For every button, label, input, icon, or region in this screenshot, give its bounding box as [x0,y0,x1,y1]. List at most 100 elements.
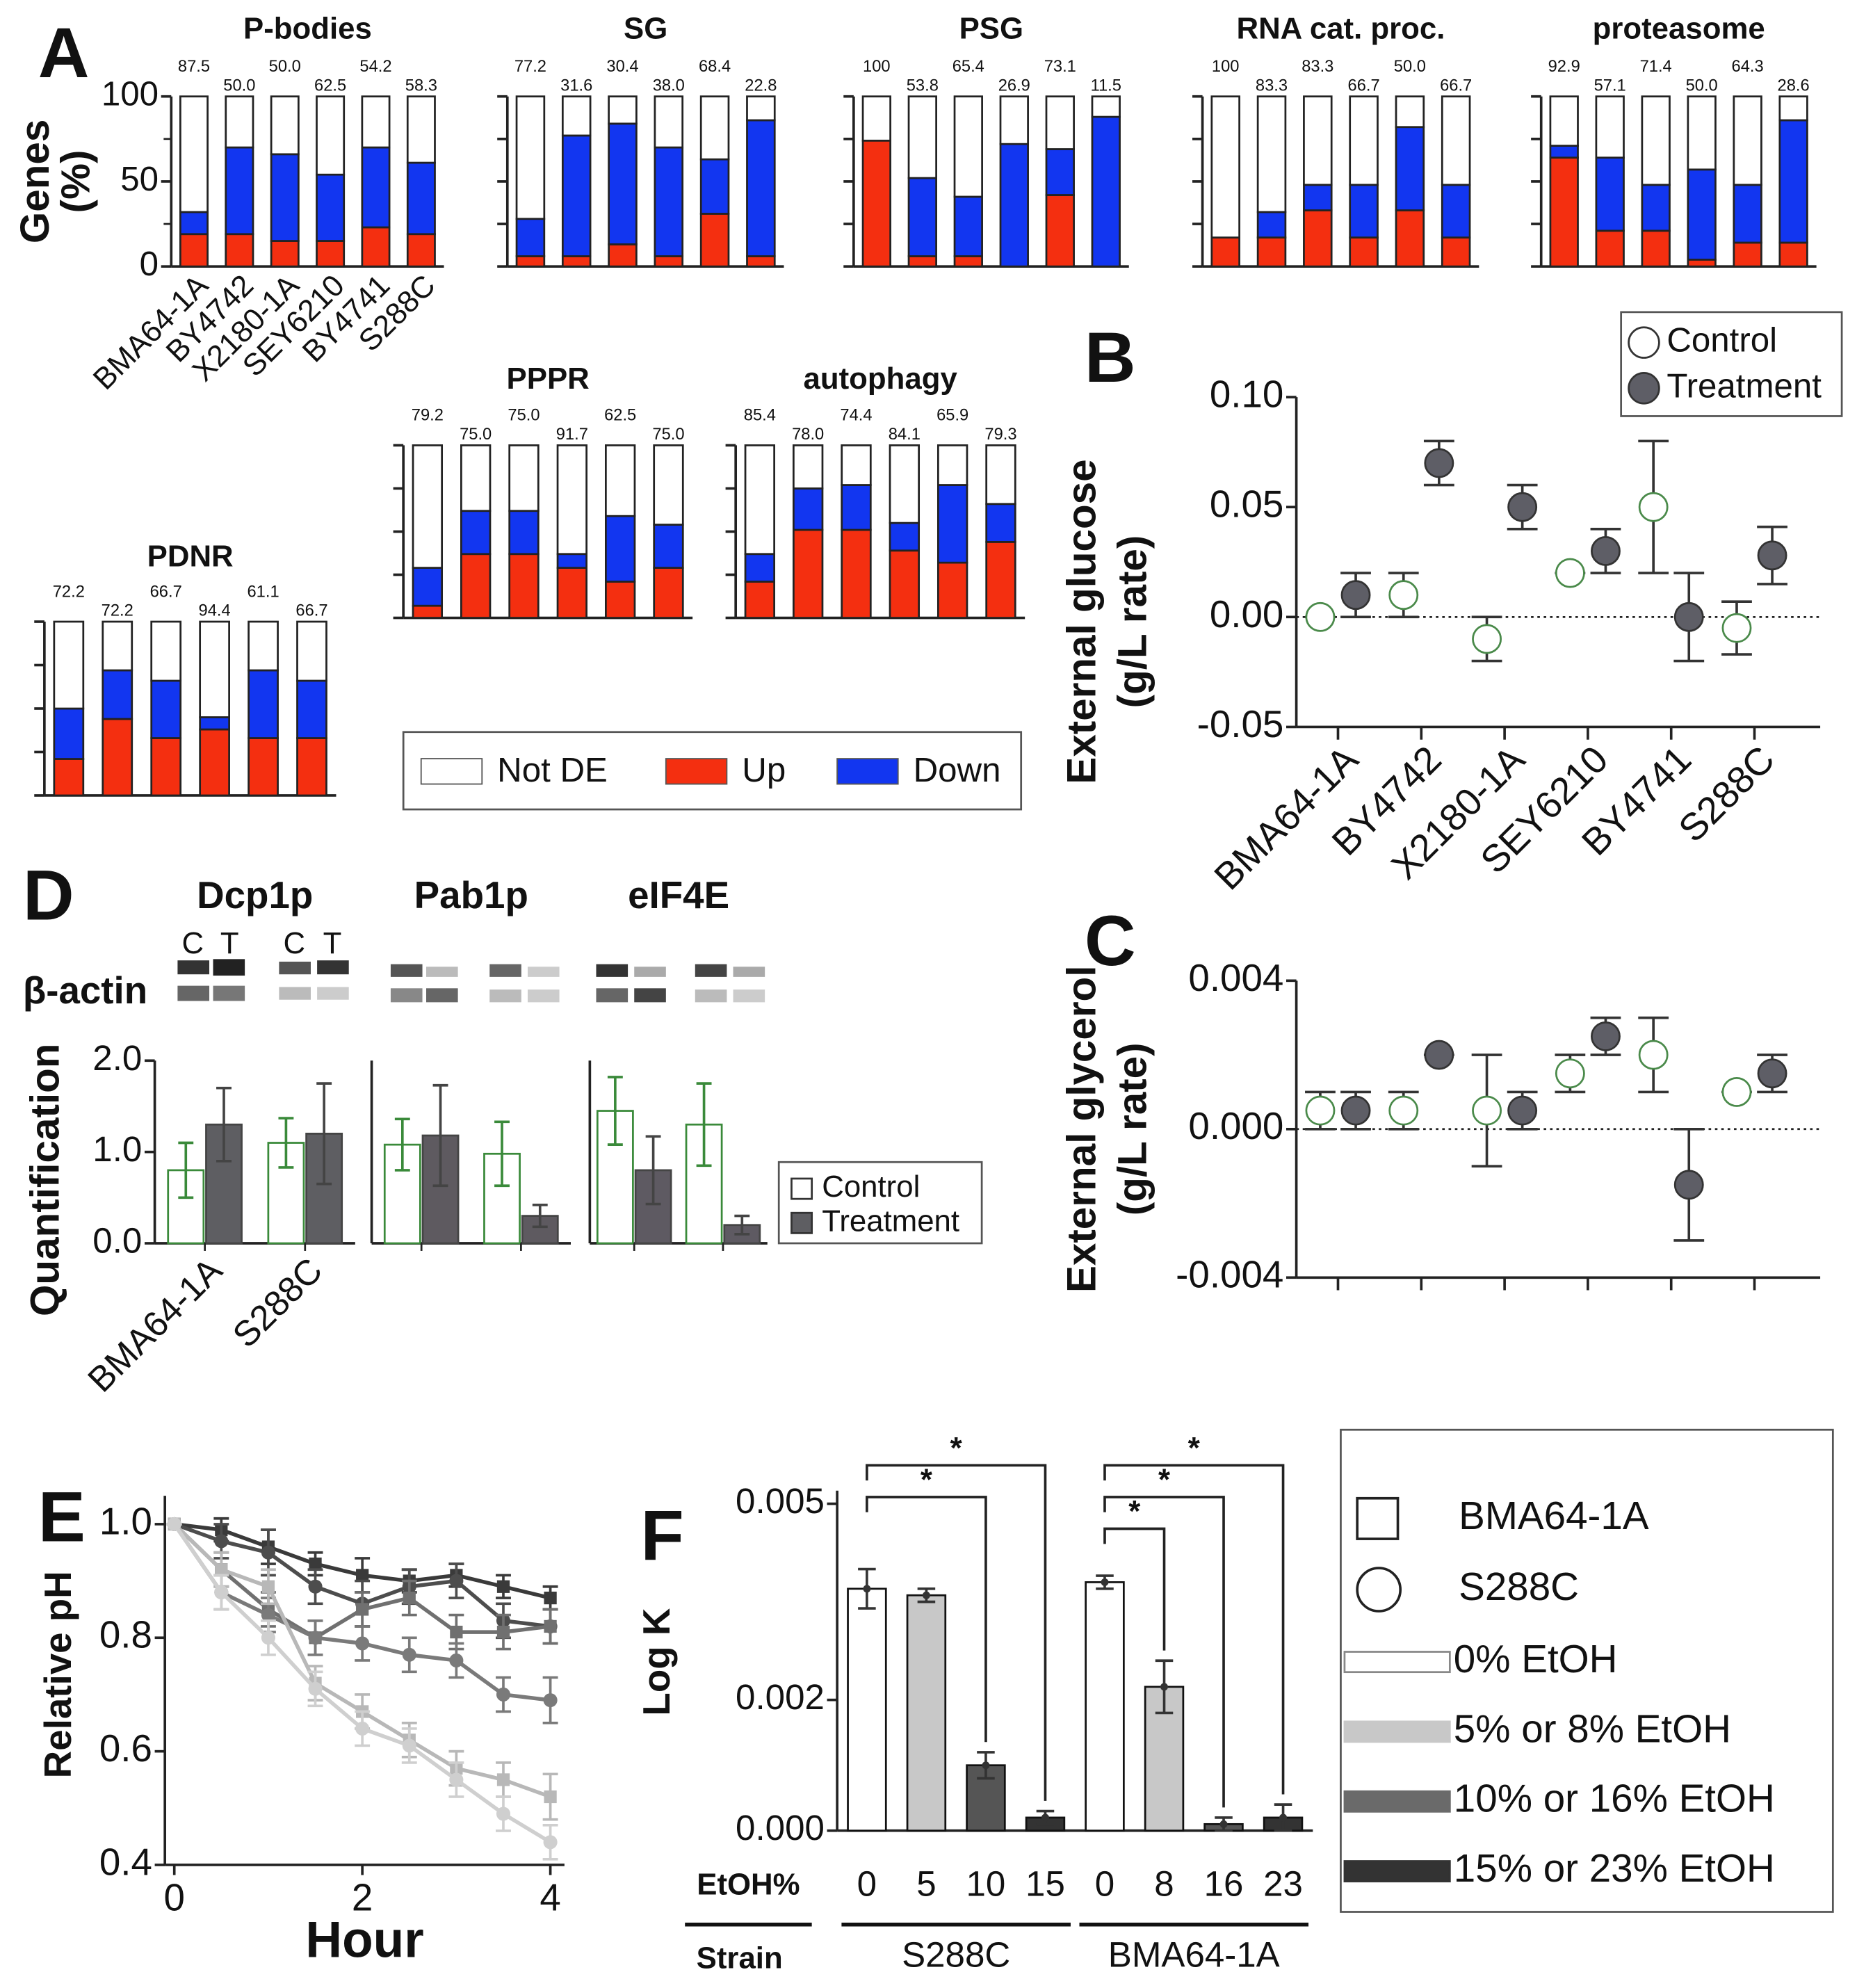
bar-segment [653,567,684,619]
bar-segment [199,620,230,718]
value-label: 57.1 [1594,76,1626,95]
x-tick-label: 4 [540,1876,560,1919]
bar-segment [150,620,182,682]
chart-title: PPPR [507,362,590,396]
blot-band [390,964,423,977]
bar [906,1594,947,1832]
blot-band [279,961,311,975]
legend-swatch [1343,1860,1451,1883]
data-point [922,1591,930,1599]
x-tick-label: BMA64-1A [80,1250,229,1400]
blot-band [213,985,245,1001]
western-blots [177,959,765,1003]
marker [261,1631,275,1645]
marker [403,1591,416,1605]
data-point [1472,1095,1502,1126]
chart-title: PSG [959,11,1023,45]
error-bar [494,1120,510,1188]
row-label: EtOH% [697,1868,800,1902]
bar-segment [316,240,346,268]
marker [450,1625,463,1639]
panel-label: E [38,1477,86,1556]
bar-segment [1256,95,1287,213]
value-label: 83.3 [1301,58,1333,76]
legend-marker [1356,1496,1400,1540]
value-label: 50.0 [223,76,255,95]
chart-title: PDNR [147,539,234,573]
bar-segment [102,620,133,672]
legend-label: Treatment [1667,366,1822,405]
x-tick-label: S288C [225,1250,330,1355]
bar [966,1764,1006,1832]
bar-segment [1687,259,1717,268]
data-point [863,1585,871,1593]
data-point [1279,1813,1288,1822]
bar-segment [1549,95,1579,147]
legend-swatch [790,1177,813,1200]
bar-segment [361,146,391,229]
legend-swatch [836,758,899,785]
data-point [1041,1813,1049,1822]
bar-segment [654,255,684,268]
y-tick-label: 0.8 [99,1613,152,1656]
panel-label: F [640,1496,683,1576]
bar-segment [653,524,684,569]
marker [544,1790,557,1804]
blot-band [695,989,727,1003]
panel-label: A [38,13,90,92]
value-label: 83.3 [1256,76,1288,95]
bar-segment [556,553,587,569]
value-label: 79.2 [412,407,444,425]
bar-segment [608,243,638,268]
group-label: BMA64-1A [1108,1935,1280,1975]
value-label: 66.7 [295,602,327,620]
bar-segment [953,195,983,257]
legend-swatch [665,758,728,785]
bar-segment [953,95,983,198]
group-label: S288C [902,1935,1010,1975]
significance-bracket [1103,1527,1166,1651]
bar-segment [1595,156,1625,232]
value-label: 94.4 [199,602,231,620]
bar-segment [1045,95,1075,150]
value-label: 28.6 [1778,76,1810,95]
marker [261,1545,275,1560]
value-label: 66.7 [1440,76,1472,95]
bar-segment [1210,95,1240,239]
blot-band [317,960,349,975]
bar-segment [985,541,1016,619]
value-label: 53.8 [907,76,939,95]
legend-label: Treatment [822,1204,959,1238]
y-tick-label: 0.000 [1188,1104,1283,1147]
bar-segment [1778,119,1808,244]
marker [496,1625,510,1639]
chart-title: RNA cat. proc. [1236,11,1445,45]
y-axis-label: Quantification [23,1044,68,1316]
y-axis-label: Relative pH [36,1571,79,1778]
bar-segment [316,95,346,176]
x-tick-label: 5 [916,1864,936,1904]
error-bar [278,1117,294,1169]
bar-segment [179,233,209,268]
data-point [1757,1058,1787,1089]
error-bar [696,1082,712,1167]
error-bar [316,1082,332,1186]
error-bar [645,1135,661,1206]
value-label: 85.4 [744,407,776,425]
bar-segment [1091,115,1121,268]
marker [449,1653,464,1667]
bar-segment [861,139,892,268]
significance-bracket [866,1496,987,1743]
bar-segment [1045,148,1075,196]
value-label: 66.7 [1348,76,1380,95]
bar-segment [907,95,937,179]
legend-label: Up [742,751,786,789]
marker [402,1738,416,1753]
y-axis-label: Genes [13,120,58,243]
marker [402,1647,416,1662]
bar-segment [102,718,133,797]
bar-segment [515,218,546,257]
value-label: 100 [1212,58,1240,76]
bar-segment [1303,95,1333,186]
